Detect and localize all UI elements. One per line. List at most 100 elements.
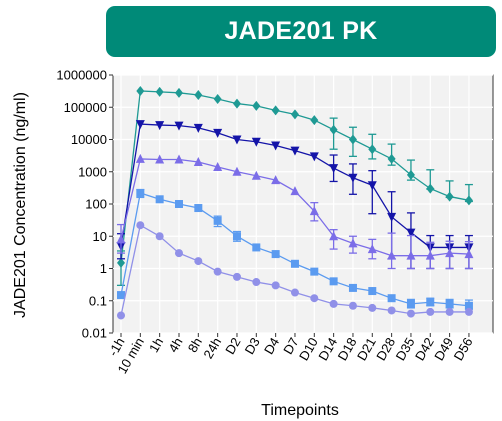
data-point: [329, 231, 339, 241]
data-point: [155, 86, 164, 97]
x-tick-label: D14: [315, 335, 340, 363]
y-tick-label: 100000: [64, 100, 107, 115]
data-point: [174, 121, 184, 131]
x-tick-label: D35: [393, 335, 418, 363]
data-point: [406, 250, 416, 260]
data-point: [117, 291, 125, 300]
data-point: [406, 299, 415, 308]
data-point: [117, 257, 125, 268]
x-tick-label: 8h: [185, 335, 205, 355]
data-point: [348, 301, 357, 310]
data-point: [194, 204, 203, 213]
data-point: [213, 128, 223, 138]
x-tick-label: 1h: [146, 335, 166, 355]
data-point: [117, 311, 125, 320]
x-tick-label: D49: [431, 335, 456, 363]
data-point: [426, 307, 435, 316]
data-point: [426, 183, 435, 194]
data-point: [136, 85, 145, 96]
data-point: [387, 306, 396, 315]
data-point: [387, 212, 397, 222]
data-point: [329, 164, 339, 174]
data-point: [136, 188, 145, 197]
data-point: [367, 244, 377, 254]
data-point: [368, 287, 377, 296]
data-point: [348, 134, 357, 145]
data-point: [232, 272, 241, 281]
data-point: [464, 307, 473, 316]
data-point: [368, 303, 377, 312]
series-1: [117, 85, 473, 287]
data-point: [271, 175, 281, 185]
data-point: [290, 186, 300, 196]
x-tick-label: D21: [354, 335, 379, 363]
data-point: [445, 299, 454, 308]
x-tick-label: D3: [242, 335, 263, 357]
data-point: [155, 121, 165, 131]
y-axis-ticks: 1000000 100000 10000 1000 100 10 1 0.1 0.01: [56, 68, 113, 341]
x-tick-label: D4: [261, 335, 282, 357]
data-point: [464, 195, 473, 206]
data-point: [271, 141, 281, 151]
x-tick-label: D2: [222, 335, 243, 357]
data-point: [252, 278, 261, 287]
y-tick-label: 1000: [78, 164, 107, 179]
data-point: [367, 181, 377, 191]
data-point: [368, 144, 377, 155]
data-point: [387, 294, 396, 303]
y-tick-label: 10: [93, 229, 107, 244]
data-point: [445, 248, 455, 258]
data-point: [194, 257, 203, 266]
data-point: [387, 250, 397, 260]
data-point: [135, 153, 145, 163]
data-point: [290, 288, 299, 297]
title-banner: JADE201 PK: [106, 6, 496, 57]
data-point: [251, 137, 261, 147]
data-point: [290, 109, 299, 120]
data-point: [348, 173, 358, 183]
data-point: [309, 206, 319, 216]
data-point: [329, 277, 338, 286]
data-point: [193, 123, 203, 133]
data-point: [193, 157, 203, 167]
data-point: [232, 98, 241, 109]
x-tick-label: D18: [335, 335, 360, 363]
series-layer: [116, 85, 474, 320]
data-point: [155, 154, 165, 164]
data-point: [329, 124, 338, 135]
data-point: [348, 283, 357, 292]
data-point: [445, 307, 454, 316]
data-point: [155, 232, 164, 241]
x-axis-title: Timepoints: [261, 402, 339, 419]
data-point: [232, 232, 241, 241]
y-tick-label: 1: [100, 261, 107, 276]
data-point: [213, 216, 222, 225]
data-point: [174, 249, 183, 258]
data-point: [310, 267, 319, 276]
data-point: [135, 120, 145, 130]
data-point: [232, 166, 242, 176]
data-point: [271, 105, 280, 116]
data-point: [464, 249, 474, 259]
x-tick-label: D42: [412, 335, 437, 363]
data-point: [348, 238, 358, 248]
data-point: [213, 94, 222, 105]
data-point: [290, 146, 300, 156]
y-axis-title: JADE201 Concentration (ng/ml): [12, 92, 29, 318]
series-4: [117, 188, 473, 310]
y-tick-label: 0.1: [89, 293, 107, 308]
data-point: [310, 294, 319, 303]
data-point: [213, 162, 223, 172]
x-tick-label: 24h: [200, 335, 224, 361]
x-tick-label: D10: [296, 335, 321, 363]
data-point: [251, 170, 261, 180]
data-point: [445, 191, 454, 202]
x-tick-label: D7: [280, 335, 301, 357]
series-3: [116, 153, 474, 270]
data-point: [406, 309, 415, 318]
data-point: [425, 250, 435, 260]
data-point: [271, 250, 280, 259]
data-point: [194, 89, 203, 100]
